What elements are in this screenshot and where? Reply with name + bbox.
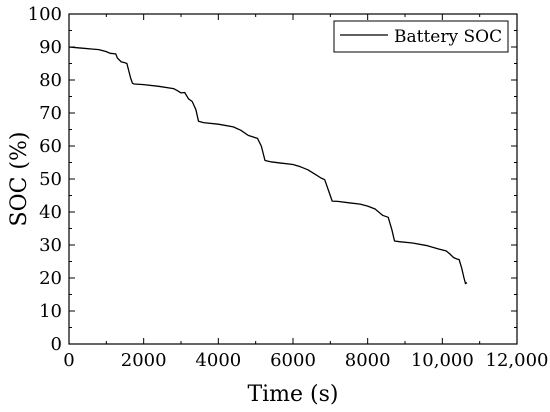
y-tick-label: 40 <box>39 202 62 223</box>
x-tick-label: 4000 <box>195 350 241 371</box>
x-axis-title: Time (s) <box>247 382 338 407</box>
legend-box <box>333 20 509 53</box>
y-tick-label: 20 <box>39 268 62 289</box>
x-tick-label: 8000 <box>345 350 391 371</box>
x-tick-label: 6000 <box>270 350 316 371</box>
y-tick-label: 70 <box>39 103 62 124</box>
y-tick-label: 0 <box>51 334 62 355</box>
x-tick-label: 12,000 <box>486 350 549 371</box>
x-tick-label: 2000 <box>121 350 167 371</box>
legend-label-battery-soc: Battery SOC <box>394 27 502 47</box>
y-tick-label: 10 <box>39 301 62 322</box>
series-line-battery-soc <box>68 46 468 285</box>
y-axis-title: SOC (%) <box>7 131 32 226</box>
y-tick-label: 90 <box>39 37 62 58</box>
x-tick-label: 0 <box>63 350 74 371</box>
y-tick-label: 60 <box>39 136 62 157</box>
y-tick-label: 50 <box>39 169 62 190</box>
y-tick-label: 80 <box>39 70 62 91</box>
y-tick-label: 100 <box>28 4 62 25</box>
x-tick-label: 10,000 <box>411 350 474 371</box>
legend: Battery SOC <box>333 20 509 53</box>
y-tick-label: 30 <box>39 235 62 256</box>
plot-frame <box>68 13 518 345</box>
